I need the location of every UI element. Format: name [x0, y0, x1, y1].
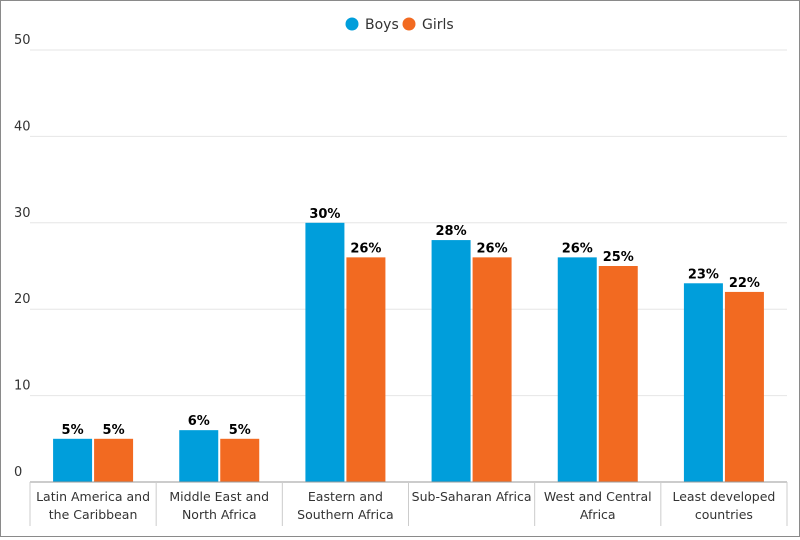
x-tick-label-0: Latin America and the Caribbean [36, 489, 150, 522]
bar-boys-1 [179, 430, 219, 482]
data-label-girls-2: 26% [350, 241, 381, 256]
data-labels: 5% 5% 6% 5% 30% 26% 28% 26% 26% 25% 23% 22% [62, 207, 760, 438]
bar-girls-0 [94, 438, 134, 482]
y-tick-label-40: 40 [14, 119, 31, 134]
grid-lines [30, 49, 787, 397]
data-label-boys-0: 5% [62, 423, 84, 438]
x-tick-label-5: Least developed countries [672, 489, 775, 522]
x-tick-label-line: the Caribbean [49, 507, 138, 522]
y-tick-label-50: 50 [14, 33, 31, 48]
bar-boys-4 [557, 257, 597, 482]
legend: Boys Girls [345, 17, 454, 33]
data-label-boys-3: 28% [436, 224, 467, 239]
legend-girls-swatch [402, 17, 416, 31]
y-axis-ticks: 0 10 20 30 40 50 [14, 33, 31, 480]
x-tick-label-line: Least developed [672, 489, 775, 504]
bar-boys-5 [683, 283, 723, 482]
x-tick-label-3: Sub-Saharan Africa [412, 489, 532, 504]
data-label-boys-1: 6% [188, 414, 210, 429]
bar-girls-4 [598, 266, 638, 482]
x-tick-label-line: countries [695, 507, 753, 522]
bar-boys-3 [431, 240, 471, 482]
data-label-boys-5: 23% [688, 267, 719, 282]
bar-boys-2 [305, 222, 345, 483]
x-axis: Latin America and the Caribbean Middle Eas… [29, 481, 788, 526]
x-tick-label-line: Middle East and [169, 489, 269, 504]
x-tick-label-1: Middle East and North Africa [169, 489, 269, 522]
data-label-boys-4: 26% [562, 241, 593, 256]
y-tick-label-0: 0 [14, 465, 22, 480]
bar-boys-0 [53, 438, 93, 482]
x-tick-label-line: Southern Africa [297, 507, 393, 522]
data-label-girls-0: 5% [103, 423, 125, 438]
y-tick-label-20: 20 [14, 292, 31, 307]
x-tick-label-line: Africa [580, 507, 616, 522]
x-tick-label-line: West and Central [544, 489, 652, 504]
x-tick-label-line: Eastern and [308, 489, 383, 504]
data-label-girls-4: 25% [603, 250, 634, 265]
y-tick-label-10: 10 [14, 379, 31, 394]
bar-girls-3 [472, 257, 512, 482]
x-tick-label-2: Eastern and Southern Africa [297, 489, 393, 522]
data-label-girls-5: 22% [729, 276, 760, 291]
bar-girls-2 [346, 257, 386, 482]
data-label-girls-3: 26% [477, 241, 508, 256]
legend-boys-label: Boys [365, 17, 399, 33]
x-tick-label-line: Latin America and [36, 489, 150, 504]
x-tick-label-line: Sub-Saharan Africa [412, 489, 532, 504]
legend-girls-label: Girls [422, 17, 454, 33]
bar-girls-5 [724, 291, 764, 482]
y-tick-label-30: 30 [14, 206, 31, 221]
legend-boys-swatch [345, 17, 359, 31]
data-label-boys-2: 30% [309, 207, 340, 222]
x-tick-label-line: North Africa [182, 507, 257, 522]
data-label-girls-1: 5% [229, 423, 251, 438]
x-tick-label-4: West and Central Africa [544, 489, 652, 522]
bar-girls-1 [220, 438, 260, 482]
bars [53, 222, 764, 483]
